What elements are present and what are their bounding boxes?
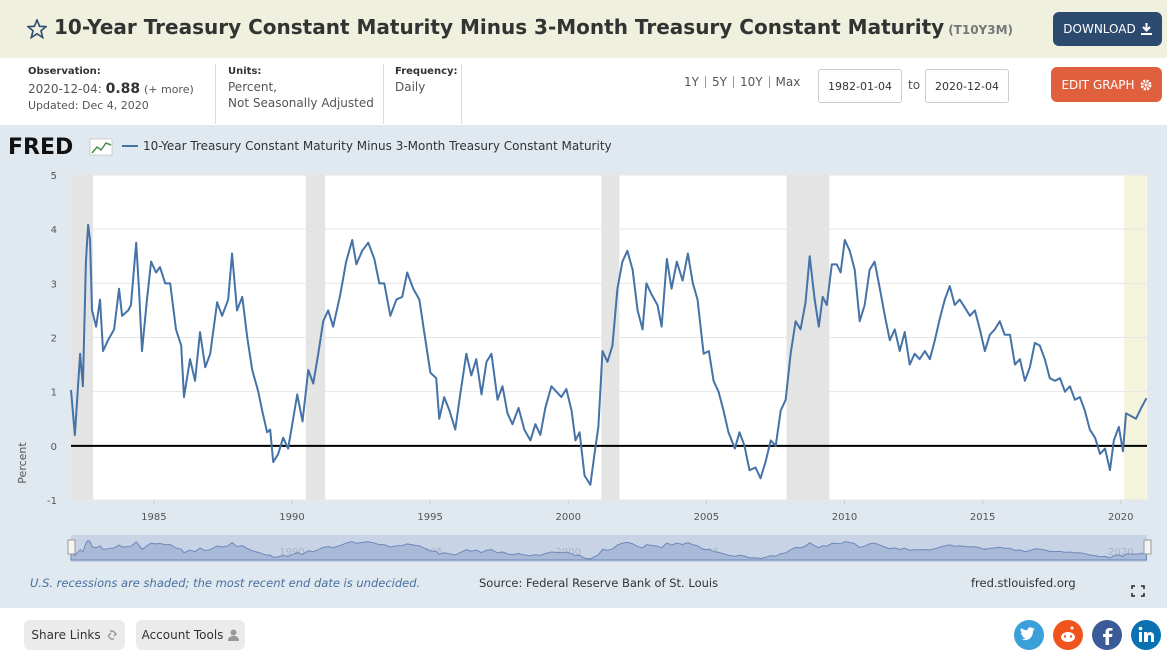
download-label: DOWNLOAD <box>1063 22 1136 36</box>
range-link[interactable]: 5Y <box>704 76 733 88</box>
gear-icon <box>1140 79 1152 90</box>
fullscreen-icon[interactable] <box>1131 585 1145 597</box>
title: 10-Year Treasury Constant Maturity Minus… <box>54 15 1013 39</box>
y-tick-label: -1 <box>47 496 57 507</box>
user-icon <box>228 629 240 641</box>
share-links-button[interactable]: Share Links <box>24 620 125 650</box>
units-label: Units: <box>228 66 262 77</box>
account-label: Account Tools <box>141 628 224 642</box>
chart: FRED 10-Year Treasury Constant Maturity … <box>0 125 1167 608</box>
x-tick-label: 1985 <box>141 512 166 523</box>
social-icons <box>1014 620 1161 650</box>
header-bar: 10-Year Treasury Constant Maturity Minus… <box>0 0 1167 58</box>
download-button[interactable]: DOWNLOAD <box>1053 12 1162 46</box>
x-tick-label: 1990 <box>279 512 304 523</box>
y-tick-label: 4 <box>51 225 57 236</box>
y-tick-label: 3 <box>51 279 57 290</box>
link-icon <box>107 630 117 640</box>
star-icon[interactable] <box>27 19 47 39</box>
title-text: 10-Year Treasury Constant Maturity Minus… <box>54 15 945 39</box>
series-line <box>70 223 1148 486</box>
series-id: (T10Y3M) <box>948 23 1014 37</box>
divider <box>215 64 216 124</box>
source: Source: Federal Reserve Bank of St. Loui… <box>479 576 718 590</box>
y-tick-label: 0 <box>51 442 57 453</box>
recession-note: U.S. recessions are shaded; the most rec… <box>30 576 420 590</box>
y-tick-label: 5 <box>51 171 57 182</box>
y-tick-label: 2 <box>51 334 57 345</box>
y-axis-label: Percent <box>16 442 29 484</box>
share-label: Share Links <box>31 628 101 642</box>
range-links: 1Y 5Y 10Y Max <box>678 76 806 88</box>
updated: Updated: Dec 4, 2020 <box>28 99 149 112</box>
observation-date: 2020-12-04: <box>28 82 102 96</box>
navigator-area <box>70 539 1147 561</box>
nav-tick-label: 1990 <box>279 547 304 558</box>
fred-logo: FRED <box>8 135 73 160</box>
plot-layer <box>70 174 1148 501</box>
legend-label: 10-Year Treasury Constant Maturity Minus… <box>143 139 612 153</box>
x-tick-label: 2010 <box>832 512 857 523</box>
linkedin-icon[interactable] <box>1131 620 1161 650</box>
twitter-icon[interactable] <box>1014 620 1044 650</box>
range-link[interactable]: 1Y <box>684 75 699 89</box>
navigator-handle[interactable] <box>1143 539 1152 555</box>
x-tick-label: 2005 <box>694 512 719 523</box>
frequency: Daily <box>395 80 426 94</box>
navigator-handle[interactable] <box>67 539 76 555</box>
y-tick-label: 1 <box>51 388 57 399</box>
edit-graph-button[interactable]: EDIT GRAPH <box>1051 67 1162 102</box>
range-link[interactable]: 10Y <box>732 76 769 88</box>
x-tick-label: 2020 <box>1108 512 1133 523</box>
x-tick-label: 1995 <box>417 512 442 523</box>
start-date-input[interactable]: 1982-01-04 <box>818 69 902 103</box>
edit-label: EDIT GRAPH <box>1061 77 1135 92</box>
download-icon <box>1140 23 1152 35</box>
units: Percent, <box>228 80 277 94</box>
to-label: to <box>908 78 921 92</box>
range-link[interactable]: Max <box>768 76 807 88</box>
account-tools-button[interactable]: Account Tools <box>136 620 245 650</box>
url[interactable]: fred.stlouisfed.org <box>971 576 1076 590</box>
divider <box>383 64 384 124</box>
x-tick-label: 2000 <box>556 512 581 523</box>
reddit-icon[interactable] <box>1053 620 1083 650</box>
observation-value: 0.88 <box>105 81 141 97</box>
x-tick-label: 2015 <box>970 512 995 523</box>
more-link[interactable]: (+ more) <box>143 83 194 96</box>
end-date-input[interactable]: 2020-12-04 <box>925 69 1009 103</box>
nav-tick-label: 2020 <box>1108 547 1133 558</box>
units: Not Seasonally Adjusted <box>228 96 374 110</box>
observation-label: Observation: <box>28 66 101 77</box>
facebook-icon[interactable] <box>1092 620 1122 650</box>
frequency-label: Frequency: <box>395 66 458 77</box>
logo-icon <box>89 138 113 156</box>
divider <box>461 64 462 124</box>
